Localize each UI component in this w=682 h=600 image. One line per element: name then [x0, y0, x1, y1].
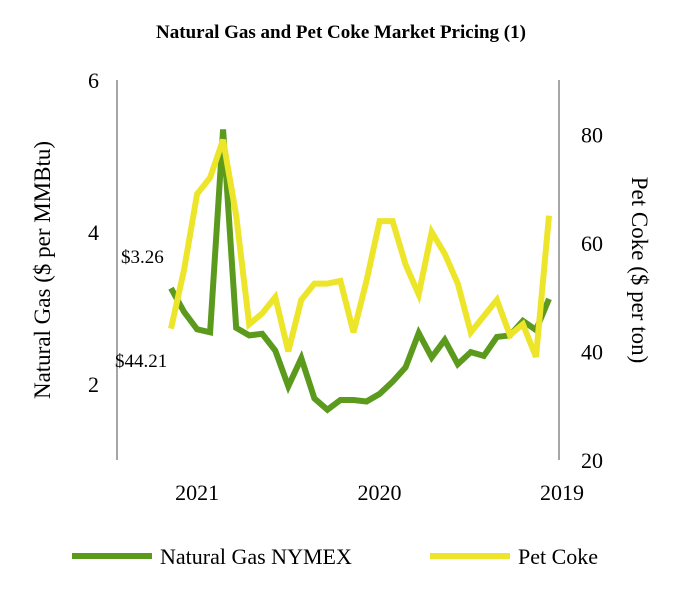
x-tick-label: 2020: [358, 480, 402, 505]
left-tick-label: 4: [88, 220, 99, 245]
legend: Natural Gas NYMEX Pet Coke: [72, 544, 598, 569]
natural-gas-line: [168, 129, 552, 414]
legend-label-pet-coke: Pet Coke: [518, 544, 598, 569]
left-tick-label: 2: [88, 372, 99, 397]
left-tick-label: 6: [88, 68, 99, 93]
left-tick-labels: 2 4 6: [88, 68, 99, 397]
right-tick-labels: 20 40 60 80: [581, 122, 603, 473]
x-tick-label: 2019: [540, 480, 584, 505]
right-axis-label: Pet Coke ($ per ton): [627, 177, 652, 364]
right-tick-label: 40: [581, 339, 603, 364]
right-tick-label: 20: [581, 448, 603, 473]
right-tick-label: 60: [581, 231, 603, 256]
annotation-pet-coke: $44.21: [115, 351, 167, 372]
left-axis-label: Natural Gas ($ per MMBtu): [30, 141, 55, 399]
x-tick-labels: 2021 2020 2019: [175, 480, 584, 505]
annotation-natural-gas: $3.26: [121, 247, 164, 268]
legend-label-natural-gas: Natural Gas NYMEX: [160, 544, 352, 569]
right-tick-label: 80: [581, 122, 603, 147]
pet-coke-line: [168, 138, 552, 359]
axes: [116, 80, 560, 460]
chart-title: Natural Gas and Pet Coke Market Pricing …: [156, 22, 526, 43]
series-lines: [168, 129, 552, 414]
x-tick-label: 2021: [175, 480, 219, 505]
